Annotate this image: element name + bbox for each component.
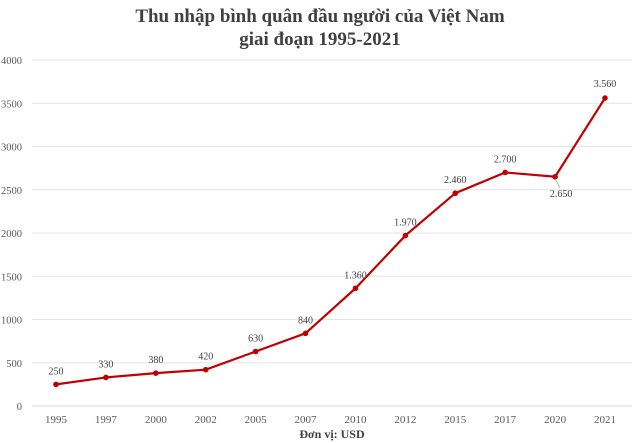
- y-tick-label: 2000: [1, 229, 22, 240]
- y-tick-label: 1000: [1, 316, 22, 327]
- data-label: 330: [98, 359, 113, 370]
- data-point: [352, 285, 359, 292]
- data-point: [153, 370, 159, 376]
- y-tick-label: 500: [6, 359, 22, 370]
- leader-line: [554, 178, 561, 188]
- x-tick-label: 2002: [195, 414, 217, 426]
- data-label: 840: [298, 315, 313, 326]
- x-tick-label: 2020: [544, 414, 567, 426]
- y-tick-label: 3500: [1, 99, 22, 110]
- x-tick-label: 2012: [394, 414, 416, 426]
- data-label: 250: [49, 366, 64, 377]
- data-point: [103, 374, 109, 381]
- data-label: 420: [198, 352, 213, 363]
- series-line: [55, 97, 606, 386]
- data-point: [502, 169, 508, 176]
- x-tick-label: 2021: [594, 414, 616, 426]
- x-tick-label: 2010: [344, 414, 367, 426]
- data-label: 380: [148, 355, 163, 366]
- y-tick-label: 2500: [1, 186, 22, 197]
- x-tick-label: 2007: [295, 414, 318, 426]
- x-tick-label: 2000: [145, 414, 168, 426]
- x-tick-label: 1995: [45, 414, 68, 426]
- x-tick-label: 2005: [245, 414, 268, 426]
- y-tick-label: 0: [17, 402, 22, 413]
- data-point: [302, 330, 309, 337]
- chart-subtitle: giai đoạn 1995-2021: [239, 29, 401, 50]
- y-tick-label: 1500: [1, 272, 22, 283]
- x-tick-label: 2015: [444, 414, 467, 426]
- data-point: [53, 381, 59, 388]
- data-label: 2.650: [550, 189, 573, 200]
- data-label: 2.460: [444, 175, 467, 186]
- data-point: [202, 366, 209, 373]
- chart-title: Thu nhập bình quân đầu người của Việt Na…: [135, 6, 505, 27]
- data-label: 630: [248, 334, 263, 345]
- data-point: [402, 232, 409, 239]
- data-label: 2.700: [494, 154, 517, 165]
- x-axis-label: Đơn vị: USD: [299, 427, 365, 441]
- data-label: 1.970: [394, 218, 417, 229]
- data-point: [252, 348, 259, 355]
- x-tick-label: 2017: [494, 414, 517, 426]
- x-tick-label: 1997: [95, 414, 118, 426]
- data-label: 3.560: [594, 79, 617, 90]
- data-label: 1.360: [344, 270, 367, 281]
- data-point: [602, 95, 608, 101]
- y-tick-label: 3000: [1, 143, 22, 154]
- data-point: [452, 190, 459, 197]
- y-tick-label: 4000: [1, 56, 22, 67]
- data-point: [552, 173, 558, 180]
